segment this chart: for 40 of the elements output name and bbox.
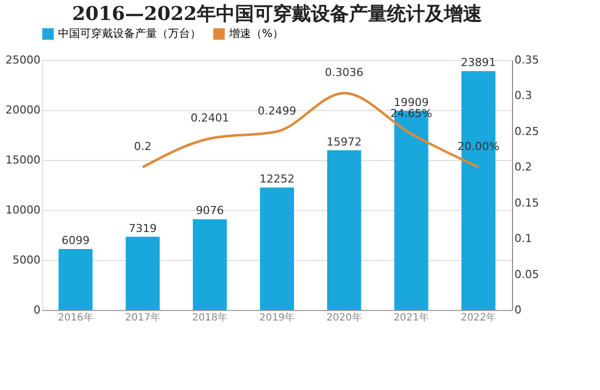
bar [327, 150, 362, 310]
data-label: 23891 [460, 56, 496, 70]
x-tick-label: 2016年 [58, 312, 94, 324]
data-label: 0.2499 [258, 104, 296, 118]
y-tick-label: 0 [34, 304, 40, 316]
data-label: 7319 [128, 222, 157, 235]
legend-label: 中国可穿戴设备产量（万台） [58, 27, 201, 40]
y2-tick-label: 0 [514, 304, 522, 316]
data-label: 12252 [260, 172, 294, 186]
y2-tick-label: 0.2 [514, 160, 532, 174]
data-label: 15972 [326, 135, 362, 148]
y2-tick-label: 0.15 [514, 196, 539, 210]
y-tick-label: 10000 [6, 204, 40, 216]
x-tick-label: 2022年 [460, 312, 496, 324]
y2-tick-label: 0.25 [514, 124, 539, 138]
y-tick-label: 5000 [12, 254, 40, 266]
y2-tick-label: 0.1 [514, 232, 532, 246]
bar [192, 219, 227, 310]
data-label: 0.3036 [324, 66, 364, 80]
x-tick-label: 2018年 [192, 312, 228, 324]
y2-tick-label: 0.05 [514, 268, 539, 281]
x-tick-label: 2017年 [124, 312, 160, 324]
x-tick-label: 2019年 [259, 312, 295, 324]
legend-label: 增速（%） [228, 27, 284, 40]
data-label: 19909 [394, 96, 429, 109]
chart-title: 2016—2022年中国可穿戴设备产量统计及增速 [72, 3, 482, 25]
bar [260, 187, 294, 310]
x-tick-label: 2021年 [394, 312, 430, 324]
y2-tick-label: 0.35 [514, 54, 539, 66]
y2-tick-label: 0.3 [514, 89, 532, 102]
bar [126, 236, 160, 310]
y-tick-label: 25000 [6, 54, 40, 66]
data-label: 6099 [62, 234, 90, 248]
x-tick-label: 2020年 [326, 312, 362, 324]
y-tick-label: 15000 [6, 154, 40, 166]
y-tick-label: 20000 [6, 104, 40, 116]
bar [58, 249, 93, 310]
data-label: 9076 [196, 204, 224, 218]
data-label: 0.2 [134, 140, 152, 154]
data-label: 0.2401 [190, 112, 230, 124]
